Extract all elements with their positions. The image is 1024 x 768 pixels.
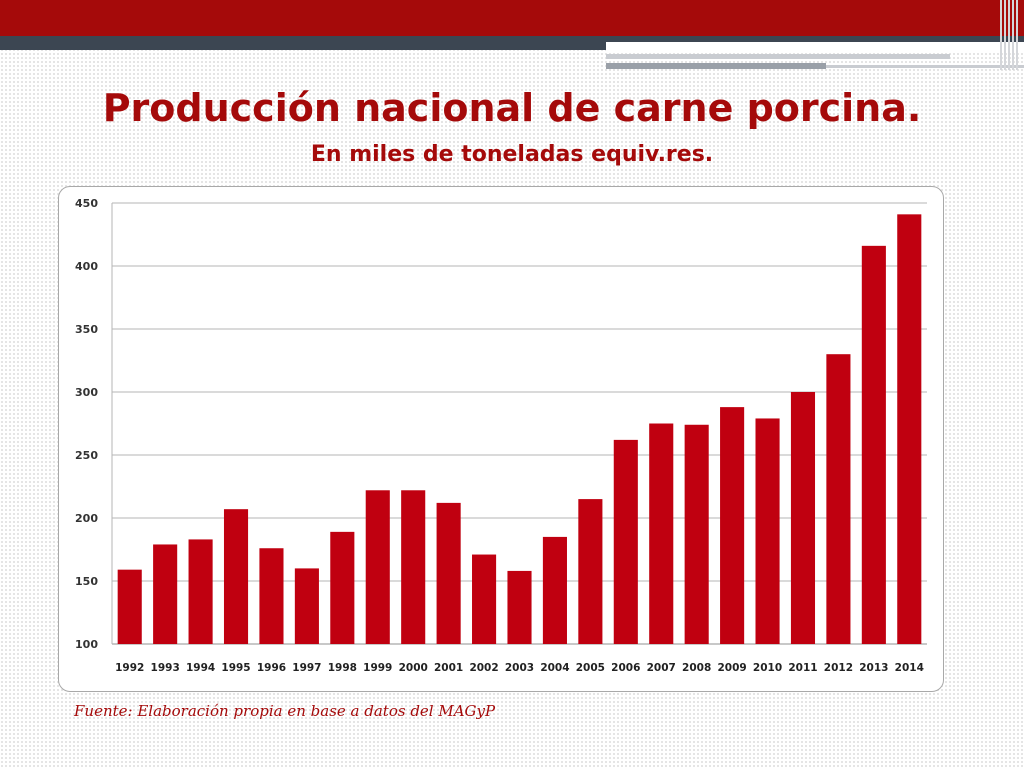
bar-2005 [578,499,603,644]
bar-2009 [720,407,745,644]
x-tick-label: 1998 [328,662,357,674]
y-tick-label: 150 [75,575,98,588]
y-tick-label: 350 [75,323,98,336]
bar-2013 [861,245,886,644]
header-decor-line [606,42,1024,52]
chart-frame: 100 150 200 250 300 350 400 450 1992 1993 1994 199… [58,186,944,692]
bar-1994 [188,539,213,644]
y-tick-label: 250 [75,449,98,462]
bar-1993 [153,544,178,644]
bar-2014 [897,214,922,644]
bar-1996 [259,548,284,644]
x-tick-label: 2012 [824,662,853,674]
y-tick-label: 300 [75,386,98,399]
x-tick-label: 1999 [363,662,392,674]
bar-2002 [472,554,497,644]
bar-chart: 100 150 200 250 300 350 400 450 1992 1993 1994 199… [75,197,927,674]
header-decor-stripes [1000,0,1018,70]
x-tick-label: 2006 [611,662,640,674]
bar-1997 [294,568,319,644]
x-tick-label: 2003 [505,662,534,674]
x-tick-label: 2001 [434,662,463,674]
x-tick-label: 1995 [221,662,250,674]
x-tick-label: 2000 [399,662,428,674]
slide-title: Producción nacional de carne porcina. [102,86,922,130]
bar-2007 [649,423,674,644]
y-tick-label: 200 [75,512,98,525]
x-tick-label: 2009 [717,662,746,674]
x-tick-label: 2005 [576,662,605,674]
x-tick-label: 1993 [151,662,180,674]
x-tick-label: 2010 [753,662,782,674]
x-tick-label: 2011 [788,662,817,674]
header-decor-line [826,65,1024,68]
x-tick-label: 2008 [682,662,711,674]
header-decor-line [606,54,950,59]
bar-2006 [613,439,638,644]
header-red-band [0,0,1024,36]
bar-1998 [330,531,355,644]
x-tick-label: 1992 [115,662,144,674]
bar-2000 [401,490,426,644]
bar-2004 [542,536,567,644]
x-tick-label: 1994 [186,662,215,674]
source-note: Fuente: Elaboración propia en base a dat… [74,702,496,720]
y-tick-label: 100 [75,638,98,651]
bar-1999 [365,490,390,644]
bar-2012 [826,354,851,644]
x-tick-label: 1997 [292,662,321,674]
bar-2001 [436,502,461,644]
bar-1992 [117,569,142,644]
x-tick-label: 2014 [895,662,924,674]
x-tick-label: 2007 [647,662,676,674]
bar-2008 [684,424,709,644]
x-tick-label: 2013 [859,662,888,674]
slide-subtitle: En miles de toneladas equiv.res. [310,142,714,167]
bar-2003 [507,570,532,644]
bar-2011 [790,392,816,644]
bar-1995 [223,509,249,644]
bar-2010 [755,418,780,644]
x-tick-label: 2002 [469,662,498,674]
x-tick-label: 2004 [540,662,569,674]
x-tick-label: 1996 [257,662,286,674]
header-decor-line [606,63,826,69]
y-tick-label: 400 [75,260,98,273]
y-tick-label: 450 [75,197,98,210]
